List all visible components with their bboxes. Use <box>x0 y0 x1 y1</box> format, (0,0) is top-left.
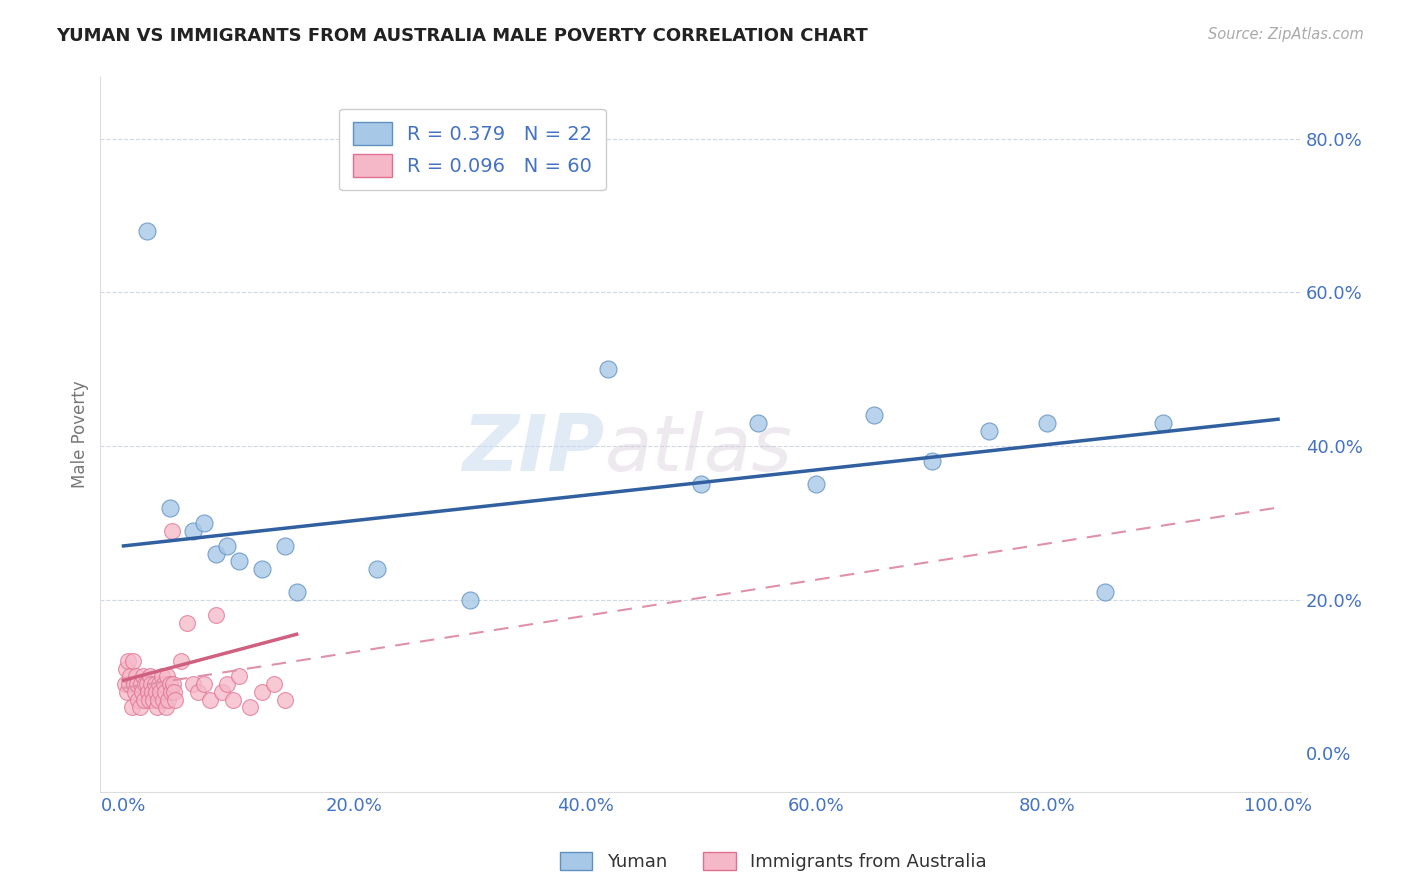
Point <box>921 454 943 468</box>
Point <box>162 677 184 691</box>
Point <box>125 669 148 683</box>
Legend: R = 0.379   N = 22, R = 0.096   N = 60: R = 0.379 N = 22, R = 0.096 N = 60 <box>339 109 606 191</box>
Point <box>222 692 245 706</box>
Point <box>149 685 172 699</box>
Point <box>228 554 250 568</box>
Point <box>193 677 215 691</box>
Point <box>170 654 193 668</box>
Point <box>153 685 176 699</box>
Point <box>135 224 157 238</box>
Point <box>146 692 169 706</box>
Point <box>138 692 160 706</box>
Point <box>150 669 173 683</box>
Point <box>863 409 886 423</box>
Point <box>163 685 186 699</box>
Point <box>122 677 145 691</box>
Point <box>217 539 239 553</box>
Point <box>129 677 152 691</box>
Point <box>204 608 226 623</box>
Point <box>114 677 136 691</box>
Point <box>114 662 136 676</box>
Point <box>141 677 163 691</box>
Point <box>134 692 156 706</box>
Point <box>274 692 297 706</box>
Point <box>153 677 176 691</box>
Point <box>211 685 233 699</box>
Point <box>146 700 169 714</box>
Point <box>165 692 187 706</box>
Point <box>127 692 149 706</box>
Text: atlas: atlas <box>605 411 793 487</box>
Point <box>598 362 620 376</box>
Point <box>124 685 146 699</box>
Point <box>159 685 181 699</box>
Point <box>193 516 215 530</box>
Point <box>128 700 150 714</box>
Point <box>148 677 170 691</box>
Point <box>204 547 226 561</box>
Point <box>806 477 828 491</box>
Point <box>250 562 273 576</box>
Point <box>135 677 157 691</box>
Text: ZIP: ZIP <box>463 411 605 487</box>
Point <box>159 500 181 515</box>
Point <box>156 669 179 683</box>
Point <box>157 692 180 706</box>
Point <box>458 592 481 607</box>
Point <box>285 585 308 599</box>
Y-axis label: Male Poverty: Male Poverty <box>72 381 89 489</box>
Point <box>131 685 153 699</box>
Point <box>155 700 177 714</box>
Point <box>228 669 250 683</box>
Point <box>121 654 143 668</box>
Point <box>121 700 143 714</box>
Point <box>152 692 174 706</box>
Point <box>127 677 149 691</box>
Point <box>239 700 262 714</box>
Point <box>263 677 285 691</box>
Point <box>1152 416 1174 430</box>
Point <box>979 424 1001 438</box>
Point <box>117 654 139 668</box>
Point <box>141 685 163 699</box>
Point <box>145 685 167 699</box>
Text: YUMAN VS IMMIGRANTS FROM AUSTRALIA MALE POVERTY CORRELATION CHART: YUMAN VS IMMIGRANTS FROM AUSTRALIA MALE … <box>56 27 868 45</box>
Point <box>118 677 141 691</box>
Legend: Yuman, Immigrants from Australia: Yuman, Immigrants from Australia <box>553 845 994 879</box>
Point <box>132 669 155 683</box>
Point <box>136 685 159 699</box>
Point <box>120 669 142 683</box>
Point <box>143 677 166 691</box>
Point <box>747 416 769 430</box>
Point <box>1094 585 1116 599</box>
Point <box>198 692 221 706</box>
Point <box>134 677 156 691</box>
Text: Source: ZipAtlas.com: Source: ZipAtlas.com <box>1208 27 1364 42</box>
Point <box>142 692 165 706</box>
Point <box>250 685 273 699</box>
Point <box>139 669 162 683</box>
Point <box>1036 416 1059 430</box>
Point <box>176 615 198 630</box>
Point <box>181 524 204 538</box>
Point <box>181 677 204 691</box>
Point <box>160 524 183 538</box>
Point <box>159 677 181 691</box>
Point <box>366 562 388 576</box>
Point <box>187 685 209 699</box>
Point <box>115 685 138 699</box>
Point <box>274 539 297 553</box>
Point <box>217 677 239 691</box>
Point <box>689 477 711 491</box>
